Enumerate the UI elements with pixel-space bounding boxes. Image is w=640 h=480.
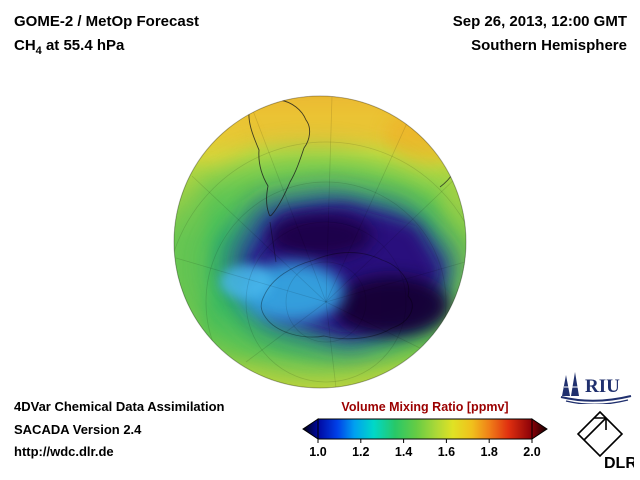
header-left: GOME-2 / MetOp Forecast CH4 at 55.4 hPa: [14, 10, 199, 63]
credit-line-1: 4DVar Chemical Data Assimilation: [14, 399, 225, 414]
tick-label-1.4: 1.4: [395, 445, 412, 459]
credit-url: http://wdc.dlr.de: [14, 444, 114, 459]
colorbar-left-arrow: [302, 418, 319, 440]
vortex-dark-upper: [268, 214, 372, 258]
tick-label-1.2: 1.2: [352, 445, 369, 459]
subscript-4: 4: [35, 45, 42, 57]
tick-label-1.8: 1.8: [481, 445, 498, 459]
globe-limb: [173, 95, 467, 389]
riu-logo-text: RIU: [585, 376, 620, 397]
header-right: Sep 26, 2013, 12:00 GMT Southern Hemisph…: [453, 10, 627, 58]
page-title: GOME-2 / MetOp Forecast: [14, 13, 200, 30]
colorbar-title: Volume Mixing Ratio [ppmv]: [341, 400, 508, 414]
credit-line-2: SACADA Version 2.4: [14, 421, 142, 437]
dlr-emblem-icon: [576, 410, 624, 458]
antarctica-outline: [260, 252, 413, 340]
dlr-logo-text: DLR: [604, 455, 634, 470]
tick-label-1.0: 1.0: [309, 445, 326, 459]
graticule: [174, 96, 466, 388]
colorbar: Volume Mixing Ratio [ppmv] 1.0 1.2 1.4 1…: [302, 400, 548, 459]
colorbar-ticks: [317, 439, 533, 443]
tick-label-1.6: 1.6: [438, 445, 455, 459]
datetime-label: Sep 26, 2013, 12:00 GMT: [452, 13, 627, 30]
south-america-outline: [248, 98, 311, 217]
tick-label-2.0: 2.0: [523, 445, 540, 459]
credits: 4DVar Chemical Data Assimilation SACADA …: [14, 396, 225, 464]
riu-logo: RIU: [560, 372, 632, 404]
cathedral-icon: [562, 372, 579, 396]
page-subtitle: CH4 at 55.4 hPa: [14, 37, 125, 57]
hemisphere-label: Southern Hemisphere: [471, 37, 627, 54]
colorbar-right-arrow: [531, 418, 548, 440]
dlr-logo: DLR: [576, 410, 634, 470]
colorbar-gradient-bar: [317, 418, 533, 440]
vortex-dark-lower: [334, 276, 450, 336]
antarctic-peninsula-outline: [269, 221, 277, 263]
